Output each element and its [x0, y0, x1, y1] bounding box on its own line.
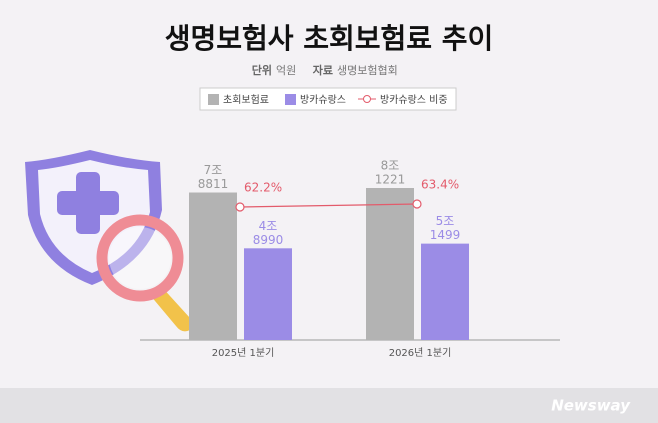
legend-swatch — [285, 94, 296, 105]
legend-label: 초회보험료 — [223, 94, 269, 106]
value-label: 8990 — [253, 233, 284, 247]
illustration — [25, 150, 194, 332]
bar — [189, 192, 237, 340]
value-label: 63.4% — [421, 178, 459, 192]
value-label: 4조 — [259, 219, 278, 233]
value-label: 1499 — [430, 228, 461, 242]
legend-box — [199, 87, 457, 111]
legend-marker — [363, 95, 371, 103]
x-tick-label: 2025년 1분기 — [212, 347, 275, 359]
unit-label: 단위 — [252, 63, 272, 77]
legend-label: 방카슈랑스 — [300, 94, 346, 106]
bar — [244, 248, 292, 340]
value-label: 8조 — [381, 159, 400, 173]
unit: 억원 — [276, 64, 296, 77]
footer-band — [0, 388, 658, 423]
bar — [366, 188, 414, 340]
chart-title: 생명보험사 초회보험료 추이 — [165, 22, 494, 55]
line-marker — [412, 199, 422, 209]
value-label: 8811 — [198, 177, 229, 191]
value-label: 7조 — [204, 163, 223, 177]
line-marker — [235, 202, 245, 212]
logo: Newsway — [551, 397, 631, 415]
value-label: 1221 — [375, 173, 406, 187]
source-label: 자료 — [313, 63, 333, 77]
legend-swatch — [208, 94, 219, 105]
legend-label: 방카슈랑스 비중 — [380, 94, 448, 106]
x-tick-label: 2026년 1분기 — [389, 347, 452, 359]
source: 생명보험협회 — [337, 64, 398, 77]
value-label: 5조 — [436, 214, 455, 228]
value-label: 62.2% — [244, 181, 282, 195]
line — [239, 203, 418, 208]
bar — [421, 243, 469, 340]
